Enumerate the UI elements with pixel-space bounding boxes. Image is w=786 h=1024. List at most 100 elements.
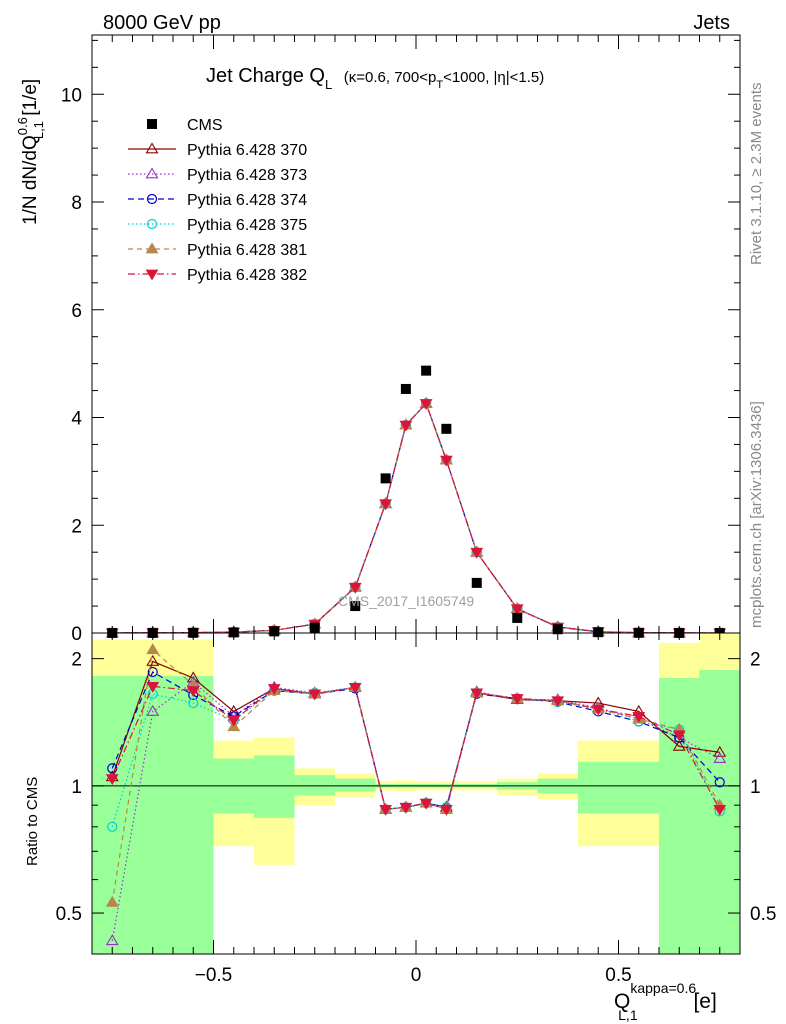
ratio-point xyxy=(146,643,160,655)
plot-title: Jet Charge QL (κ=0.6, 700<pT<1000, |η|<1… xyxy=(206,65,544,94)
legend-marker xyxy=(145,269,159,281)
ratio-point xyxy=(551,696,565,708)
mcplots-label: mcplots.cern.ch [arXiv:1306.3436] xyxy=(748,401,765,628)
legend-entry: Pythia 6.428 370 xyxy=(128,142,307,159)
ratio-point xyxy=(105,895,119,907)
legend-entry: Pythia 6.428 381 xyxy=(128,242,307,259)
data-point xyxy=(512,612,523,623)
legend-label: Pythia 6.428 382 xyxy=(187,267,307,284)
rivet-version-label: Rivet 3.1.10, ≥ 2.3M events xyxy=(748,83,765,266)
ratio-point xyxy=(672,739,686,751)
series-point xyxy=(348,582,362,594)
legend-marker xyxy=(145,142,159,154)
ratio-band-green xyxy=(173,675,214,954)
ratio-y-tick-label-right: 1 xyxy=(750,777,761,798)
legend-entry: Pythia 6.428 375 xyxy=(128,217,307,234)
ratio-series-5 xyxy=(105,681,727,816)
legend-marker xyxy=(145,242,159,254)
ratio-point xyxy=(188,697,199,709)
ratio-point xyxy=(146,654,160,666)
title-main-text: Jet Charge Q xyxy=(206,65,325,87)
ratio-band-green xyxy=(618,761,659,814)
x-tick-label: 0 xyxy=(411,965,422,986)
series-point xyxy=(399,420,413,432)
legend-marker xyxy=(146,218,158,230)
legend-label: Pythia 6.428 381 xyxy=(187,242,307,259)
x-tick-label: −0.5 xyxy=(195,965,233,986)
legend-entry: CMS xyxy=(147,117,223,134)
ratio-band-green xyxy=(294,775,335,796)
main-y-tick-label: 6 xyxy=(71,301,82,322)
data-point xyxy=(380,473,391,484)
ratio-point xyxy=(379,804,392,816)
x-label-subscript: L,1 xyxy=(618,1007,638,1023)
ratio-band-green xyxy=(335,778,376,792)
series-point xyxy=(419,399,433,410)
series-point xyxy=(440,455,453,467)
legend-marker xyxy=(147,119,157,129)
ratio-point xyxy=(591,704,605,716)
ratio-point xyxy=(510,694,524,705)
legend-entry: Pythia 6.428 374 xyxy=(128,192,307,209)
ratio-point xyxy=(470,688,484,700)
series-point xyxy=(379,499,392,511)
data-point xyxy=(350,601,361,612)
ratio-band-green xyxy=(254,755,295,818)
ratio-y-tick-label-right: 2 xyxy=(750,650,761,671)
main-y-label-b: [1/e] xyxy=(20,79,41,121)
ratio-y-tick-label-right: 0.5 xyxy=(750,904,776,925)
title-condition-a: (κ=0.6, 700<p xyxy=(344,69,437,86)
series-point xyxy=(470,547,484,559)
title-condition-b: <1000, |η|<1.5) xyxy=(443,69,544,86)
main-y-label-subscript: L,1 xyxy=(31,121,46,139)
ratio-point xyxy=(399,802,413,814)
series-line xyxy=(112,402,720,634)
data-point xyxy=(421,365,432,376)
x-label-a: Q xyxy=(614,990,630,1013)
legend-label: CMS xyxy=(187,117,223,134)
data-point xyxy=(441,423,452,434)
ratio-y-tick-label-left: 2 xyxy=(71,650,82,671)
ratio-y-tick-label-left: 1 xyxy=(71,777,82,798)
legend-entry: Pythia 6.428 373 xyxy=(128,167,307,184)
main-y-tick-label: 4 xyxy=(71,409,82,430)
ratio-y-tick-label-left: 0.5 xyxy=(56,904,82,925)
ratio-point xyxy=(632,712,646,723)
ratio-point xyxy=(419,798,433,810)
x-axis-label: Qkappa=0.6 L,1 [e] xyxy=(614,980,717,1023)
header-right-label: Jets xyxy=(693,12,730,34)
x-label-superscript: kappa=0.6 xyxy=(630,980,696,996)
ratio-point xyxy=(714,777,725,788)
ratio-point xyxy=(147,666,158,678)
x-label-b: [e] xyxy=(688,990,717,1013)
title-condition-subscript: T xyxy=(436,79,443,91)
ratio-point xyxy=(227,715,241,727)
ratio-y-axis-label: Ratio to CMS xyxy=(24,777,41,866)
series-point xyxy=(510,604,524,616)
header-left-label: 8000 GeV pp xyxy=(103,12,221,34)
legend-entry: Pythia 6.428 382 xyxy=(128,267,307,284)
data-point xyxy=(400,383,411,394)
ratio-band-green xyxy=(659,677,700,954)
x-tick-label: 0.5 xyxy=(605,965,631,986)
legend-label: Pythia 6.428 373 xyxy=(187,167,307,184)
legend-label: Pythia 6.428 370 xyxy=(187,142,307,159)
legend: CMS Pythia 6.428 370 Pythia 6.428 373 Pythi… xyxy=(128,117,307,284)
ratio-point xyxy=(348,683,362,694)
ratio-band-green xyxy=(578,761,619,814)
ratio-point xyxy=(105,774,119,786)
ratio-point xyxy=(713,752,727,764)
main-plot-panel: 0 2 4 6 8 10 Jet Charge QL (κ=0.6, 700<pT<100… xyxy=(15,34,741,645)
legend-marker xyxy=(145,167,159,179)
ratio-point xyxy=(267,684,281,695)
main-y-tick-label: 2 xyxy=(71,516,82,537)
ratio-plot-panel: 0.5 0.5 1 1 2 2 −0.5 0 0.5 Ratio to CMS xyxy=(24,632,776,986)
ratio-point xyxy=(146,681,160,693)
ratio-series-line xyxy=(111,685,721,811)
ratio-point xyxy=(308,689,322,701)
main-y-label-a: 1/N dN/dQ xyxy=(20,135,41,225)
main-y-tick-label: 0 xyxy=(71,624,82,645)
data-point xyxy=(471,577,482,588)
analysis-watermark: CMS_2017_I1605749 xyxy=(338,593,474,609)
